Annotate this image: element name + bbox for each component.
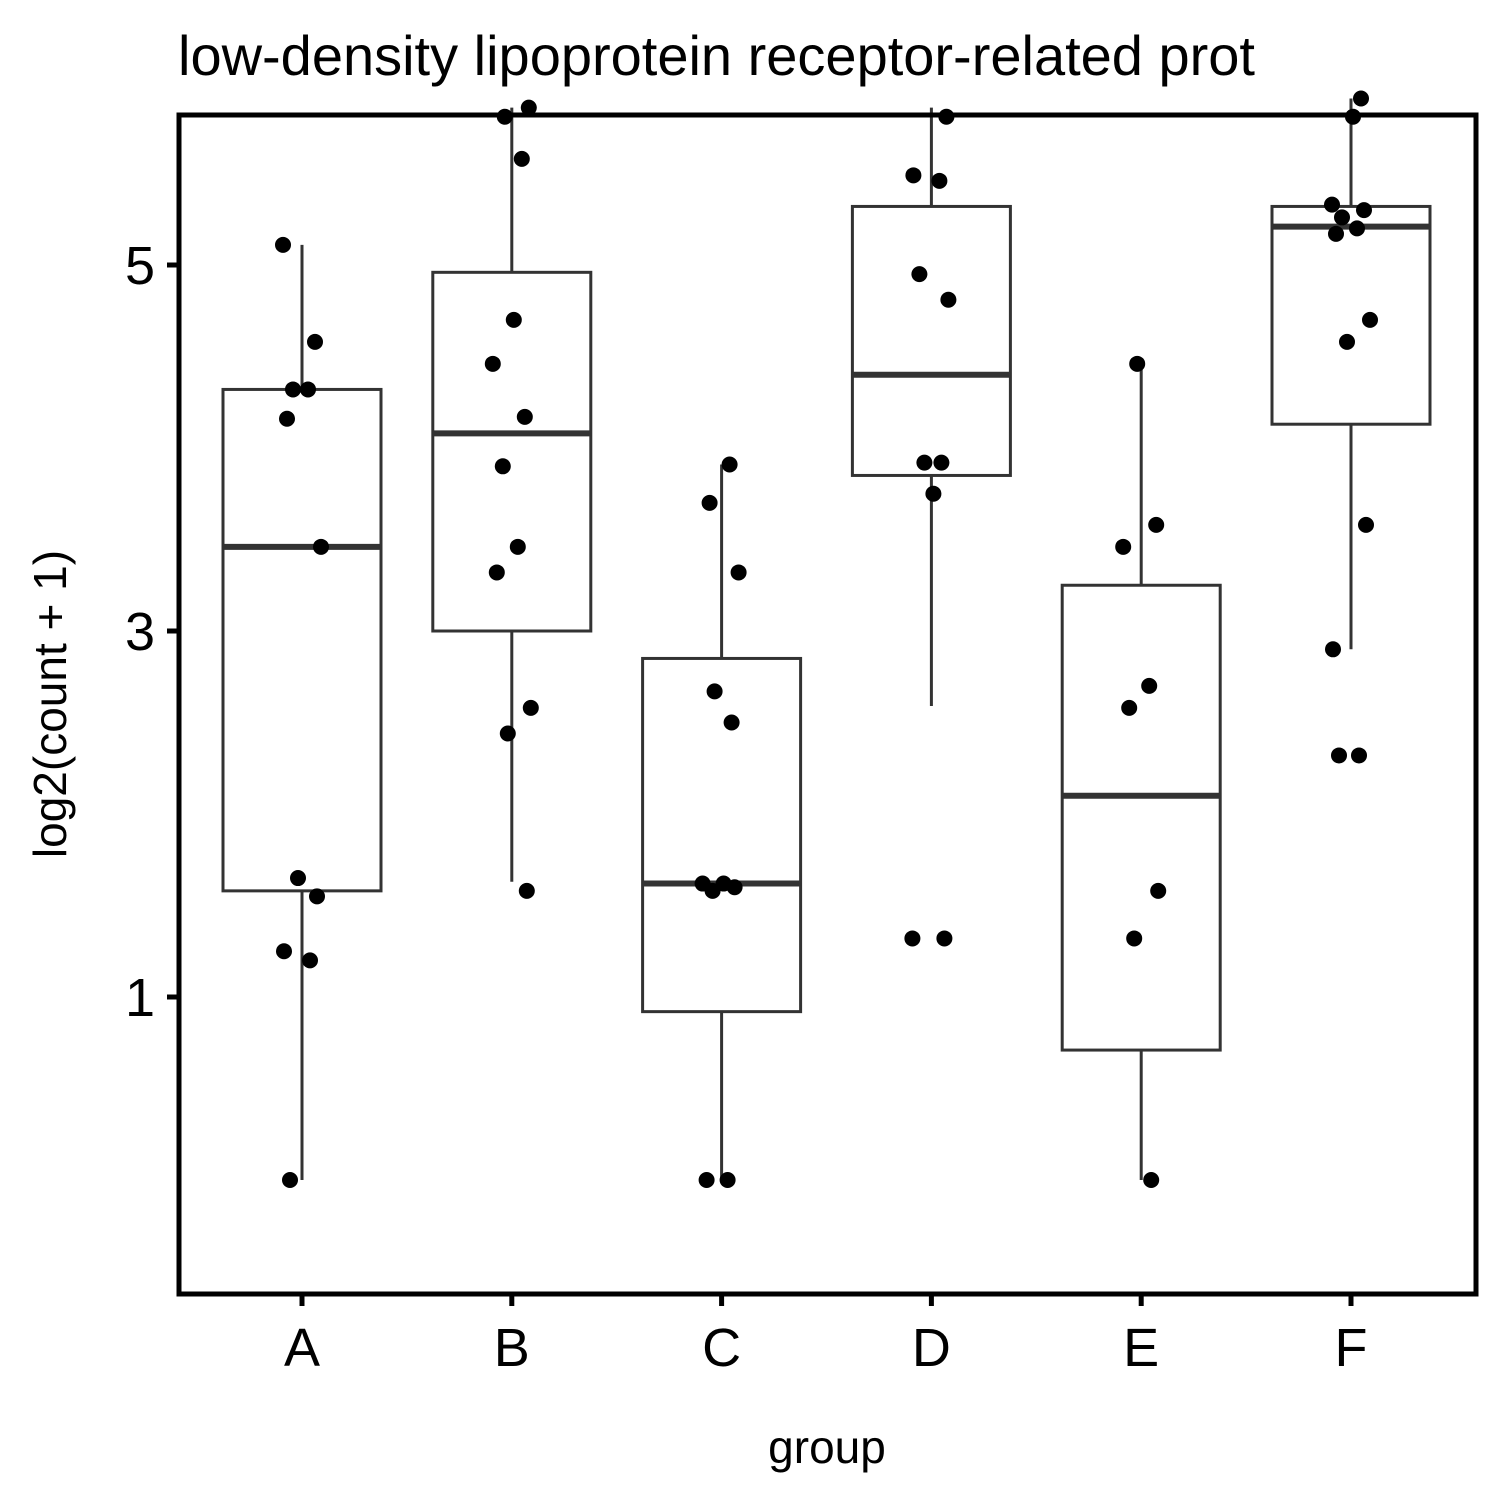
data-point xyxy=(936,930,953,947)
box xyxy=(431,270,593,633)
data-point xyxy=(309,888,325,905)
box xyxy=(1060,583,1222,1052)
x-tick-label: E xyxy=(1123,1318,1159,1378)
data-point xyxy=(1143,1172,1160,1188)
data-point xyxy=(719,1172,736,1188)
data-point xyxy=(723,714,740,731)
data-point xyxy=(518,882,535,899)
data-point xyxy=(701,494,718,511)
data-point xyxy=(1141,677,1158,694)
data-point xyxy=(931,172,948,189)
data-point xyxy=(925,485,942,502)
data-point xyxy=(522,699,539,716)
data-point xyxy=(904,930,921,947)
data-point xyxy=(520,99,537,116)
data-point xyxy=(302,952,318,969)
data-point xyxy=(499,725,516,742)
chart-title: low-density lipoprotein receptor-related… xyxy=(178,24,1255,87)
data-point xyxy=(307,333,323,350)
data-point xyxy=(721,456,738,473)
x-tick-label: C xyxy=(702,1318,741,1378)
points-group-b xyxy=(484,99,539,899)
box-group-c xyxy=(641,464,803,1180)
box-group-d xyxy=(850,107,1012,707)
data-point xyxy=(290,870,306,887)
data-point xyxy=(933,454,950,471)
box xyxy=(641,656,803,1014)
data-point xyxy=(282,1172,298,1188)
box-group-e xyxy=(1060,363,1222,1180)
data-point xyxy=(1325,641,1341,658)
data-point xyxy=(1334,209,1350,226)
points-group-d xyxy=(904,108,957,947)
data-point xyxy=(313,538,329,555)
data-point xyxy=(1339,333,1355,350)
data-point xyxy=(1349,220,1365,237)
data-point xyxy=(730,564,747,581)
plot-area xyxy=(221,90,1432,1188)
box-group-f xyxy=(1270,98,1432,650)
data-point xyxy=(513,150,530,167)
data-point xyxy=(488,564,505,581)
data-point xyxy=(1331,747,1347,764)
points-group-a xyxy=(275,236,329,1188)
x-axis: A B C D E F xyxy=(284,1294,1368,1378)
data-point xyxy=(276,943,292,960)
plot-frame xyxy=(176,112,1479,1297)
data-point xyxy=(715,875,732,892)
data-point xyxy=(1126,930,1143,947)
data-point xyxy=(1150,882,1167,899)
x-axis-title: group xyxy=(768,1421,886,1473)
data-point xyxy=(509,538,526,555)
data-point xyxy=(494,458,511,475)
data-point xyxy=(694,875,711,892)
data-point xyxy=(484,355,501,372)
box xyxy=(850,204,1012,477)
y-axis-title: log2(count + 1) xyxy=(24,550,76,858)
data-point xyxy=(905,167,922,184)
points-group-c xyxy=(694,456,747,1188)
data-point xyxy=(1129,355,1146,372)
x-tick-label: B xyxy=(494,1318,530,1378)
data-point xyxy=(698,1172,715,1188)
data-point xyxy=(706,683,723,700)
data-point xyxy=(1148,516,1165,533)
data-point xyxy=(1121,699,1138,716)
y-tick-label: 3 xyxy=(125,602,155,662)
x-tick-label: F xyxy=(1335,1318,1368,1378)
data-point xyxy=(505,311,522,328)
data-point xyxy=(1356,202,1372,219)
data-point xyxy=(1353,90,1369,107)
data-point xyxy=(279,410,295,427)
data-point xyxy=(940,291,957,308)
box xyxy=(221,387,383,893)
data-point xyxy=(275,236,291,253)
data-point xyxy=(1351,747,1367,764)
data-point xyxy=(285,381,301,398)
y-tick-label: 1 xyxy=(125,968,155,1028)
data-point xyxy=(300,381,316,398)
box-group-b xyxy=(431,107,593,882)
y-tick-label: 5 xyxy=(125,236,155,296)
data-point xyxy=(1358,516,1374,533)
data-point xyxy=(1324,196,1340,213)
box-group-a xyxy=(221,244,383,1180)
data-point xyxy=(1115,538,1132,555)
points-group-e xyxy=(1115,355,1167,1188)
data-point xyxy=(516,408,533,425)
data-point xyxy=(1328,225,1344,242)
data-point xyxy=(1362,311,1378,328)
x-tick-label: D xyxy=(912,1318,951,1378)
y-axis: 1 3 5 xyxy=(125,236,179,1028)
data-point xyxy=(916,454,933,471)
data-point xyxy=(911,266,928,283)
x-tick-label: A xyxy=(284,1318,320,1378)
box xyxy=(1270,204,1432,426)
